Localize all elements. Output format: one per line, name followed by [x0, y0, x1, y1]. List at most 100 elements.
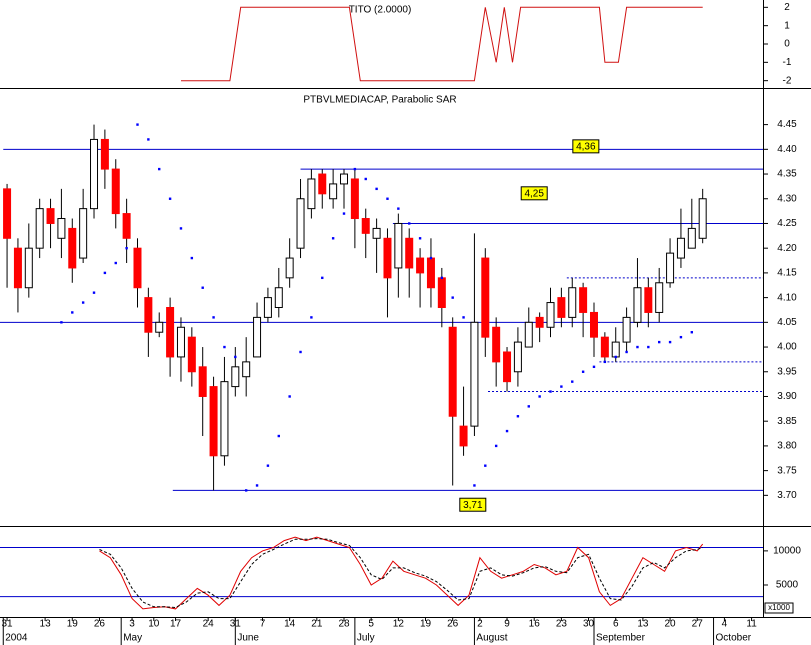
sar-dot: [168, 197, 172, 200]
x-tick-label: 21: [311, 619, 323, 630]
sar-dot: [386, 197, 389, 200]
x-tick-label: 11: [746, 619, 757, 630]
sar-dot: [462, 316, 465, 319]
sar-dot: [255, 484, 259, 487]
sar-dot: [201, 286, 204, 289]
sar-dot: [353, 167, 357, 171]
candle-body: [90, 138, 99, 210]
sar-dot: [310, 316, 313, 319]
candle-body: [611, 341, 620, 358]
x-tick-label: 17: [170, 619, 182, 630]
x-tick-label: 26: [94, 619, 106, 630]
annotation-label: 4,25: [524, 188, 544, 199]
candle-body: [24, 247, 33, 289]
x-tick-label: 3: [129, 619, 135, 630]
x-tick-label: 16: [529, 619, 541, 630]
y-tick-label: -1: [783, 57, 792, 68]
sar-dot: [103, 271, 107, 275]
candle-body: [340, 173, 349, 185]
month-label: July: [357, 633, 375, 644]
y-tick-label: 3.75: [777, 465, 797, 476]
sar-dot: [158, 167, 161, 171]
candle-body: [492, 326, 501, 363]
candle-body: [589, 311, 598, 338]
y-tick-label: 4.35: [777, 169, 797, 180]
y-tick-label: 4.40: [777, 144, 797, 155]
x-tick-label: 24: [203, 619, 215, 630]
sar-dot: [331, 237, 335, 240]
sar-dot: [60, 321, 63, 324]
candle-body: [263, 297, 272, 318]
sar-dot: [636, 345, 639, 349]
candle-body: [296, 198, 305, 249]
annotation-label: 4,36: [576, 141, 596, 152]
sar-dot: [375, 187, 378, 191]
candle-body: [57, 218, 66, 239]
panel-title: PTBVLMEDIACAP, Parabolic SAR: [303, 95, 456, 106]
x-tick-label: 10: [148, 619, 160, 630]
candle-body: [655, 282, 664, 313]
candle-body: [568, 287, 577, 318]
sar-dot: [690, 331, 694, 334]
sar-dot: [505, 429, 509, 433]
sar-dot: [527, 405, 530, 408]
y-tick-label: 3.70: [777, 490, 797, 501]
sar-dot: [516, 415, 520, 418]
y-tick-label: 0: [784, 39, 790, 50]
candle-body: [35, 208, 44, 249]
sar-dot: [147, 138, 150, 141]
candle-body: [437, 277, 446, 309]
x-tick-label: 20: [665, 619, 677, 630]
sar-dot: [429, 256, 433, 260]
candle-body: [253, 316, 262, 358]
y-tick-label: 4.25: [777, 218, 797, 229]
candle-body: [46, 208, 55, 224]
x-tick-label: 2: [477, 619, 483, 630]
sar-dot: [364, 177, 367, 181]
month-label: May: [123, 633, 142, 644]
candle-body: [698, 198, 707, 239]
sar-dot: [234, 355, 237, 359]
sar-dot: [440, 276, 444, 280]
candle-body: [361, 218, 370, 234]
x-tick-label: 7: [260, 619, 266, 630]
candle-body: [687, 227, 696, 249]
sar-dot: [473, 484, 476, 487]
y-tick-label: 2: [784, 2, 790, 13]
sar-dot: [494, 444, 498, 448]
unit-box: [764, 602, 794, 614]
sar-dot: [484, 464, 487, 467]
candle-body: [416, 257, 425, 274]
sar-dot: [668, 340, 672, 344]
oscillator-line: [99, 536, 704, 610]
candle-body: [676, 237, 685, 259]
x-tick-label: 31: [2, 619, 14, 630]
candle-body: [535, 316, 544, 328]
unit-label: x1000: [768, 603, 790, 612]
candle-body: [666, 252, 675, 284]
y-tick-label: 1: [784, 20, 790, 31]
candle-body: [448, 326, 457, 417]
candle-body: [600, 336, 609, 358]
x-tick-label: 19: [67, 619, 79, 630]
sar-dot: [212, 316, 215, 319]
candle-body: [220, 381, 229, 457]
candle-body: [144, 297, 153, 333]
y-tick-label: 3.85: [777, 416, 797, 427]
y-tick-label: 4.15: [777, 268, 797, 279]
sar-dot: [223, 345, 226, 349]
candle-body: [513, 341, 522, 373]
y-tick-label: 4.10: [777, 292, 797, 303]
sar-dot: [658, 340, 661, 344]
candle-body: [68, 227, 77, 269]
month-label: August: [476, 633, 507, 644]
candle-body: [633, 287, 642, 323]
oscillator-line: [99, 538, 703, 609]
sar-dot: [679, 335, 683, 339]
x-tick-label: 14: [284, 619, 296, 630]
sar-dot: [244, 489, 248, 492]
month-label: October: [716, 633, 752, 644]
candle-body: [176, 326, 185, 358]
x-tick-label: 26: [447, 619, 459, 630]
